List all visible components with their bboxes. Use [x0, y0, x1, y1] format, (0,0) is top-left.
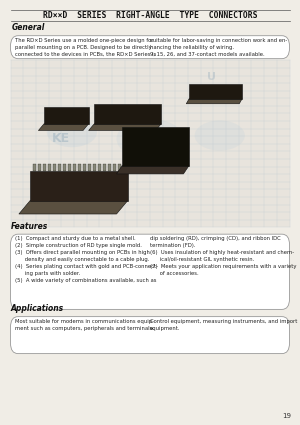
- Text: BILS: BILS: [133, 142, 167, 156]
- FancyBboxPatch shape: [11, 317, 290, 354]
- Text: Control equipment, measuring instruments, and import
equipment.: Control equipment, measuring instruments…: [150, 319, 297, 331]
- Text: suitable for labor-saving in connection work and en-
hancing the reliability of : suitable for labor-saving in connection …: [150, 38, 287, 57]
- Polygon shape: [58, 164, 61, 170]
- Polygon shape: [30, 170, 128, 201]
- Polygon shape: [43, 164, 46, 170]
- Text: (1)  Compact and sturdy due to a metal shell.
(2)  Simple construction of RD typ: (1) Compact and sturdy due to a metal sh…: [15, 236, 158, 283]
- Polygon shape: [63, 164, 66, 170]
- FancyBboxPatch shape: [11, 60, 290, 227]
- Polygon shape: [94, 104, 161, 124]
- Polygon shape: [108, 164, 111, 170]
- Polygon shape: [53, 164, 56, 170]
- Polygon shape: [19, 201, 128, 214]
- Text: RD××D  SERIES  RIGHT-ANGLE  TYPE  CONNECTORS: RD××D SERIES RIGHT-ANGLE TYPE CONNECTORS: [43, 11, 257, 20]
- Ellipse shape: [195, 120, 245, 150]
- Text: U: U: [207, 72, 216, 82]
- Text: KE: KE: [52, 132, 70, 145]
- Polygon shape: [93, 164, 96, 170]
- Polygon shape: [103, 164, 106, 170]
- Polygon shape: [113, 164, 116, 170]
- Polygon shape: [118, 164, 121, 170]
- Polygon shape: [44, 107, 88, 124]
- Text: dip soldering (RD), crimping (CD), and ribbon IDC
termination (FD).
(6)  Uses in: dip soldering (RD), crimping (CD), and r…: [150, 236, 296, 276]
- Text: Features: Features: [11, 222, 48, 231]
- Ellipse shape: [47, 117, 97, 147]
- Polygon shape: [38, 124, 88, 130]
- Polygon shape: [98, 164, 101, 170]
- FancyBboxPatch shape: [11, 36, 290, 59]
- Text: Applications: Applications: [11, 304, 64, 313]
- Polygon shape: [186, 99, 242, 104]
- Text: ЭЛЕКТРОННЫЙ: ЭЛЕКТРОННЫЙ: [38, 187, 77, 191]
- Polygon shape: [122, 127, 189, 166]
- Polygon shape: [38, 164, 40, 170]
- Polygon shape: [88, 124, 161, 130]
- Polygon shape: [33, 164, 36, 170]
- Polygon shape: [189, 84, 242, 99]
- Text: General: General: [12, 23, 45, 32]
- FancyBboxPatch shape: [11, 234, 290, 309]
- Ellipse shape: [116, 119, 184, 159]
- Polygon shape: [68, 164, 71, 170]
- Polygon shape: [88, 164, 91, 170]
- Text: 19: 19: [282, 413, 291, 419]
- Polygon shape: [73, 164, 76, 170]
- Text: Most suitable for modems in communications equip-
ment such as computers, periph: Most suitable for modems in communicatio…: [15, 319, 154, 331]
- Text: The RD×D Series use a molded one-piece design for
parallel mounting on a PCB. De: The RD×D Series use a molded one-piece d…: [15, 38, 156, 57]
- Polygon shape: [83, 164, 86, 170]
- Polygon shape: [116, 166, 189, 174]
- Polygon shape: [48, 164, 51, 170]
- Polygon shape: [78, 164, 81, 170]
